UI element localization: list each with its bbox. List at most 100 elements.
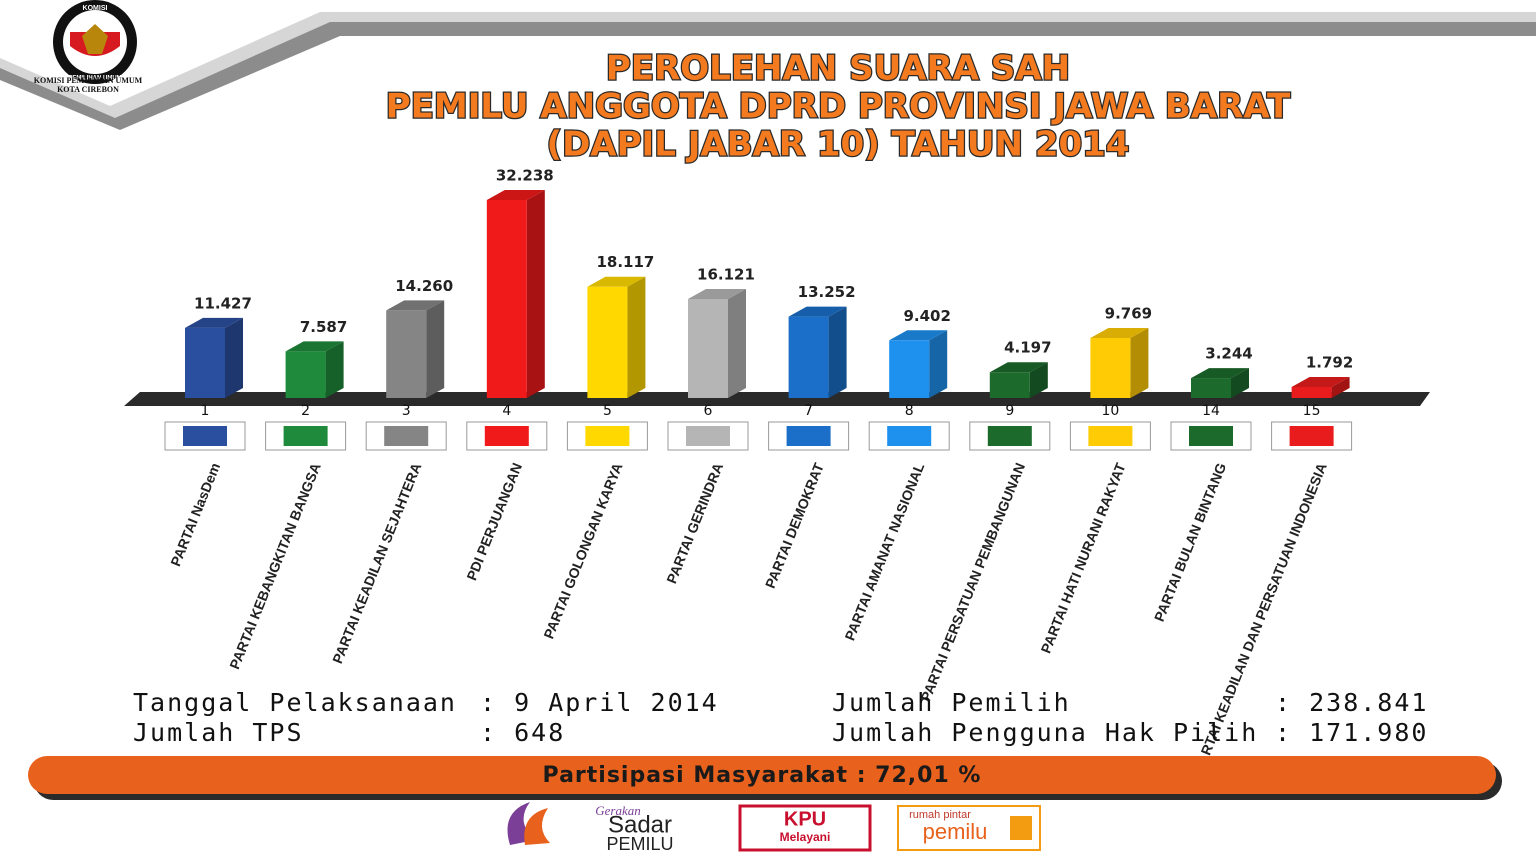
bar [1191, 368, 1249, 398]
value-label: 11.427 [194, 294, 252, 312]
logo1-main: Sadar [608, 811, 672, 838]
party-number: 5 [603, 403, 612, 419]
value-label: 18.117 [596, 253, 654, 271]
bar-side [426, 300, 445, 398]
party-number: 6 [704, 403, 713, 419]
bar-front [1090, 338, 1131, 398]
bar-top [486, 190, 545, 200]
party-logo-mark [786, 426, 831, 446]
participation-text: Partisipasi Masyarakat : 72,01 % [543, 763, 982, 788]
value-label: 13.252 [798, 283, 856, 301]
bar [1090, 328, 1149, 398]
value-label: 9.402 [903, 307, 950, 325]
logo2-sub: Melayani [780, 830, 831, 844]
bar-side [929, 330, 948, 398]
header-band [0, 0, 1536, 130]
bar-side [1331, 376, 1350, 398]
party-number: 1 [201, 403, 210, 419]
value-label: 32.238 [496, 167, 554, 185]
bar [486, 190, 545, 398]
party-logo-mark [1289, 426, 1334, 446]
bar-top [1191, 368, 1249, 379]
party-name: PARTAI GERINDRA [663, 461, 726, 586]
party-number: 10 [1101, 403, 1119, 419]
bar-front [285, 351, 326, 398]
bar [185, 317, 243, 398]
header-band-white [0, 0, 1536, 106]
party-logo-mark [686, 426, 730, 446]
value-label: 7.587 [300, 318, 347, 336]
party-name: PARTAI KEADILAN SEJAHTERA [329, 461, 424, 666]
chart-title: PEROLEHAN SUARA SAH [606, 49, 1070, 89]
footer-logo-rumah: rumah pintar pemilu [897, 805, 1041, 851]
summary-value: : 648 [480, 718, 565, 747]
party-name: PARTAI GOLONGAN KARYA [540, 461, 625, 642]
bar-top [285, 341, 344, 352]
party-number: 14 [1202, 403, 1220, 419]
bar [889, 330, 948, 398]
bar-front [889, 340, 930, 398]
participation-bar [28, 756, 1496, 794]
party-number: 9 [1005, 403, 1014, 419]
summary-label: Jumlah Pemilih [832, 688, 1071, 717]
value-label: 3.244 [1205, 345, 1252, 363]
party-name: PARTAI AMANAT NASIONAL [841, 460, 927, 643]
bar-side [1231, 368, 1249, 398]
value-label: 4.197 [1004, 339, 1051, 357]
party-logo-mark [1189, 426, 1233, 446]
party-name: PARTAI BULAN BINTANG [1151, 460, 1229, 623]
bar-top [889, 330, 948, 341]
party-logo-mark [384, 426, 429, 446]
bar-front [486, 200, 527, 398]
bar [587, 276, 646, 398]
logo1-top: Gerakan [595, 803, 641, 818]
party-number: 3 [402, 403, 411, 419]
bar-front [587, 286, 628, 398]
party-number: 4 [502, 403, 511, 419]
value-label: 16.121 [697, 265, 755, 283]
party-name: PARTAI PERSATUAN PEMBANGUNAN [917, 461, 1028, 704]
bar-top [587, 276, 646, 287]
bar-front [989, 372, 1030, 398]
bar [386, 300, 445, 398]
party-name: PARTAI KEBANGKITAN BANGSA [226, 461, 324, 672]
value-label: 1.792 [1306, 353, 1353, 371]
summary-label: Jumlah TPS [133, 718, 304, 747]
logo-ring-text: PEMILIHAN UMUM [68, 76, 121, 82]
party-number: 7 [804, 403, 813, 419]
bar-top [688, 288, 746, 299]
bar-side [828, 306, 847, 398]
bar [989, 362, 1048, 398]
bar-top [1090, 328, 1149, 339]
bar-side [325, 341, 344, 398]
bar-top [1291, 376, 1350, 387]
bar-front [688, 298, 728, 398]
party-logo-mark [887, 426, 932, 446]
bar-side [526, 190, 545, 398]
party-logo-mark [585, 426, 630, 446]
bar-side [225, 317, 243, 398]
bar [1291, 376, 1350, 398]
bar-front [185, 327, 225, 398]
logo1-bottom: PEMILU [606, 834, 673, 854]
summary-value: : 171.980 [1275, 718, 1428, 747]
bar-front [788, 316, 829, 398]
party-logo-mark [484, 426, 529, 446]
bar-side [1029, 362, 1048, 398]
summary-label: Tanggal Pelaksanaan [133, 688, 457, 717]
bar-top [788, 306, 847, 317]
party-name: PARTAI NasDem [167, 461, 223, 569]
kpu-logo: KOMISI PEMILIHAN UMUM KOMISI PEMILIHAN U… [34, 0, 143, 94]
party-logo-mark [283, 426, 328, 446]
bar [688, 288, 746, 398]
bar-top [386, 300, 445, 311]
summary-value: : 9 April 2014 [480, 688, 719, 717]
logo2-main: KPU [784, 808, 826, 830]
party-logo-mark [183, 426, 227, 446]
logo-top-text: KOMISI [83, 5, 108, 12]
party-number: 15 [1303, 403, 1321, 419]
bar-top [989, 362, 1048, 373]
footer-logo-sadar: Gerakan Sadar PEMILU [507, 802, 674, 854]
org-city: KOTA CIREBON [57, 85, 119, 94]
chart-title: PEMILU ANGGOTA DPRD PROVINSI JAWA BARAT [386, 87, 1291, 127]
